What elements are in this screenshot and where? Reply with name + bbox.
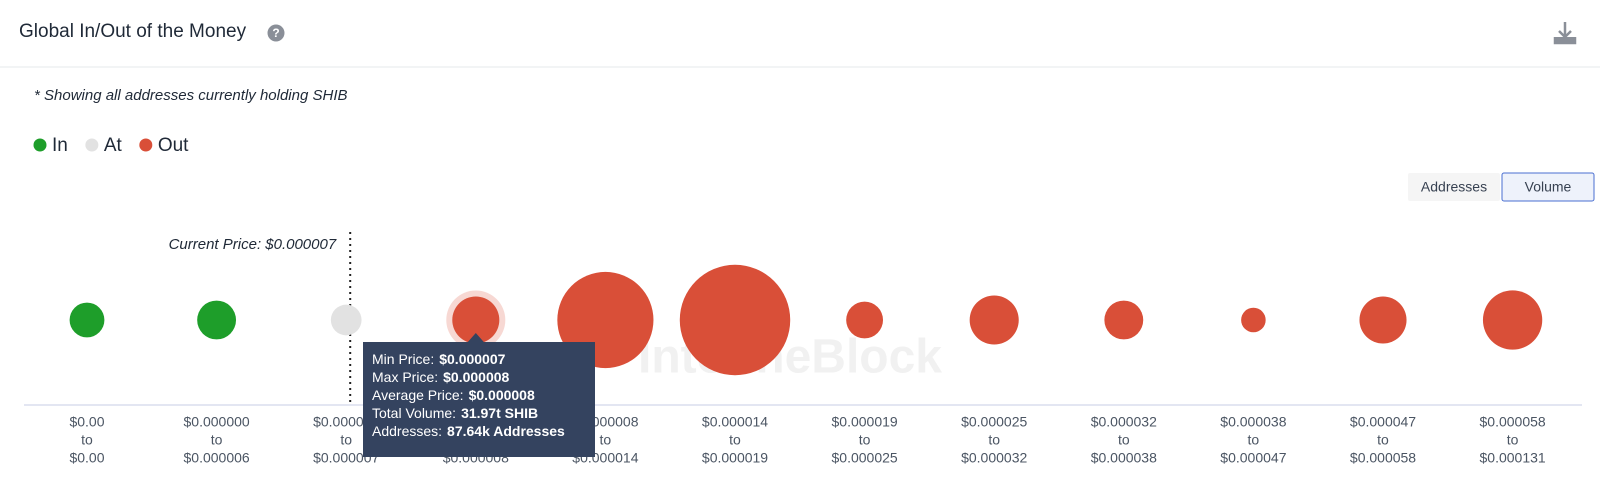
tooltip-label: Min Price: [372,351,434,367]
x-tick-label: to [729,432,741,448]
note: * Showing all addresses currently holdin… [34,87,348,104]
x-tick-label: $0.00 [69,414,104,430]
bubble[interactable] [330,304,362,336]
x-tick-label: $0.000131 [1480,450,1546,466]
tooltip-row: Addresses: 87.64k Addresses [372,423,565,439]
x-tick-label: $0.000038 [1091,450,1157,466]
tooltip-label: Max Price: [372,369,438,385]
x-tick-label: to [1507,432,1519,448]
tooltip-row: Average Price: $0.000008 [372,387,535,403]
x-tick-label: to [340,432,352,448]
download-button[interactable] [1553,22,1577,45]
toggle-button[interactable] [1501,172,1595,202]
tooltip-value: 87.64k Addresses [447,423,565,439]
legend-label[interactable]: In [52,135,68,156]
x-tick-label: $0.000014 [702,414,768,430]
tooltip-row: Total Volume: 31.97t SHIB [372,405,538,421]
bubble[interactable] [846,301,884,339]
bubble[interactable] [679,264,791,376]
x-tick-label: to [988,432,1000,448]
x-tick-label: to [600,432,612,448]
x-tick-label: $0.000000 [184,414,250,430]
x-tick-label: $0.000058 [1480,414,1546,430]
svg-text:?: ? [272,26,279,40]
help-icon[interactable]: ? [267,24,285,42]
toggle-label[interactable]: Addresses [1421,179,1487,195]
x-tick-label: $0.000006 [313,414,379,430]
x-tick-label: to [211,432,223,448]
x-tick-label: $0.000007 [313,450,379,466]
x-tick-label: $0.000058 [1350,450,1416,466]
x-tick-label: $0.000019 [702,450,768,466]
x-tick-label: $0.000025 [832,450,898,466]
toggle-button[interactable] [1408,173,1500,201]
bubble[interactable] [1241,307,1266,333]
x-tick-label: $0.000025 [961,414,1027,430]
legend-swatch [33,138,47,152]
legend-label[interactable]: Out [158,135,189,156]
tooltip-value: $0.000008 [443,369,509,385]
tooltip-value: 31.97t SHIB [461,405,538,421]
bubble[interactable] [969,295,1019,345]
tooltip-label: Average Price: [372,387,464,403]
bubble[interactable] [1482,290,1543,350]
page-title: Global In/Out of the Money [19,21,247,42]
x-tick-label: to [859,432,871,448]
tooltip-value: $0.000007 [439,351,505,367]
tooltip-value: $0.000008 [469,387,535,403]
x-tick-label: to [81,432,93,448]
x-tick-label: $0.000019 [832,414,898,430]
current-price-label: Current Price: $0.000007 [169,236,337,253]
tooltip-label: Addresses: [372,423,442,439]
x-tick-label: $0.00 [69,450,104,466]
bubble[interactable] [452,296,500,344]
x-tick-label: to [1118,432,1130,448]
x-tick-label: $0.000032 [1091,414,1157,430]
bubble[interactable] [1359,296,1407,344]
x-tick-label: $0.000006 [184,450,250,466]
tooltip-box [363,333,595,457]
x-tick-label: $0.000047 [1350,414,1416,430]
x-tick-label: to [1248,432,1260,448]
bubble[interactable] [197,300,237,340]
legend-swatch [139,138,153,152]
legend-label[interactable]: At [104,135,123,156]
x-tick-label: $0.000032 [961,450,1027,466]
bubble[interactable] [1104,300,1144,340]
x-tick-label: $0.000038 [1220,414,1286,430]
legend-swatch [85,138,99,152]
tooltip-row: Max Price: $0.000008 [372,369,510,385]
x-tick-label: to [1377,432,1389,448]
tooltip-row: Min Price: $0.000007 [372,351,506,367]
toggle-label[interactable]: Volume [1525,179,1572,195]
bubble[interactable] [69,302,105,338]
tooltip-label: Total Volume: [372,405,456,421]
x-tick-label: $0.000047 [1220,450,1286,466]
